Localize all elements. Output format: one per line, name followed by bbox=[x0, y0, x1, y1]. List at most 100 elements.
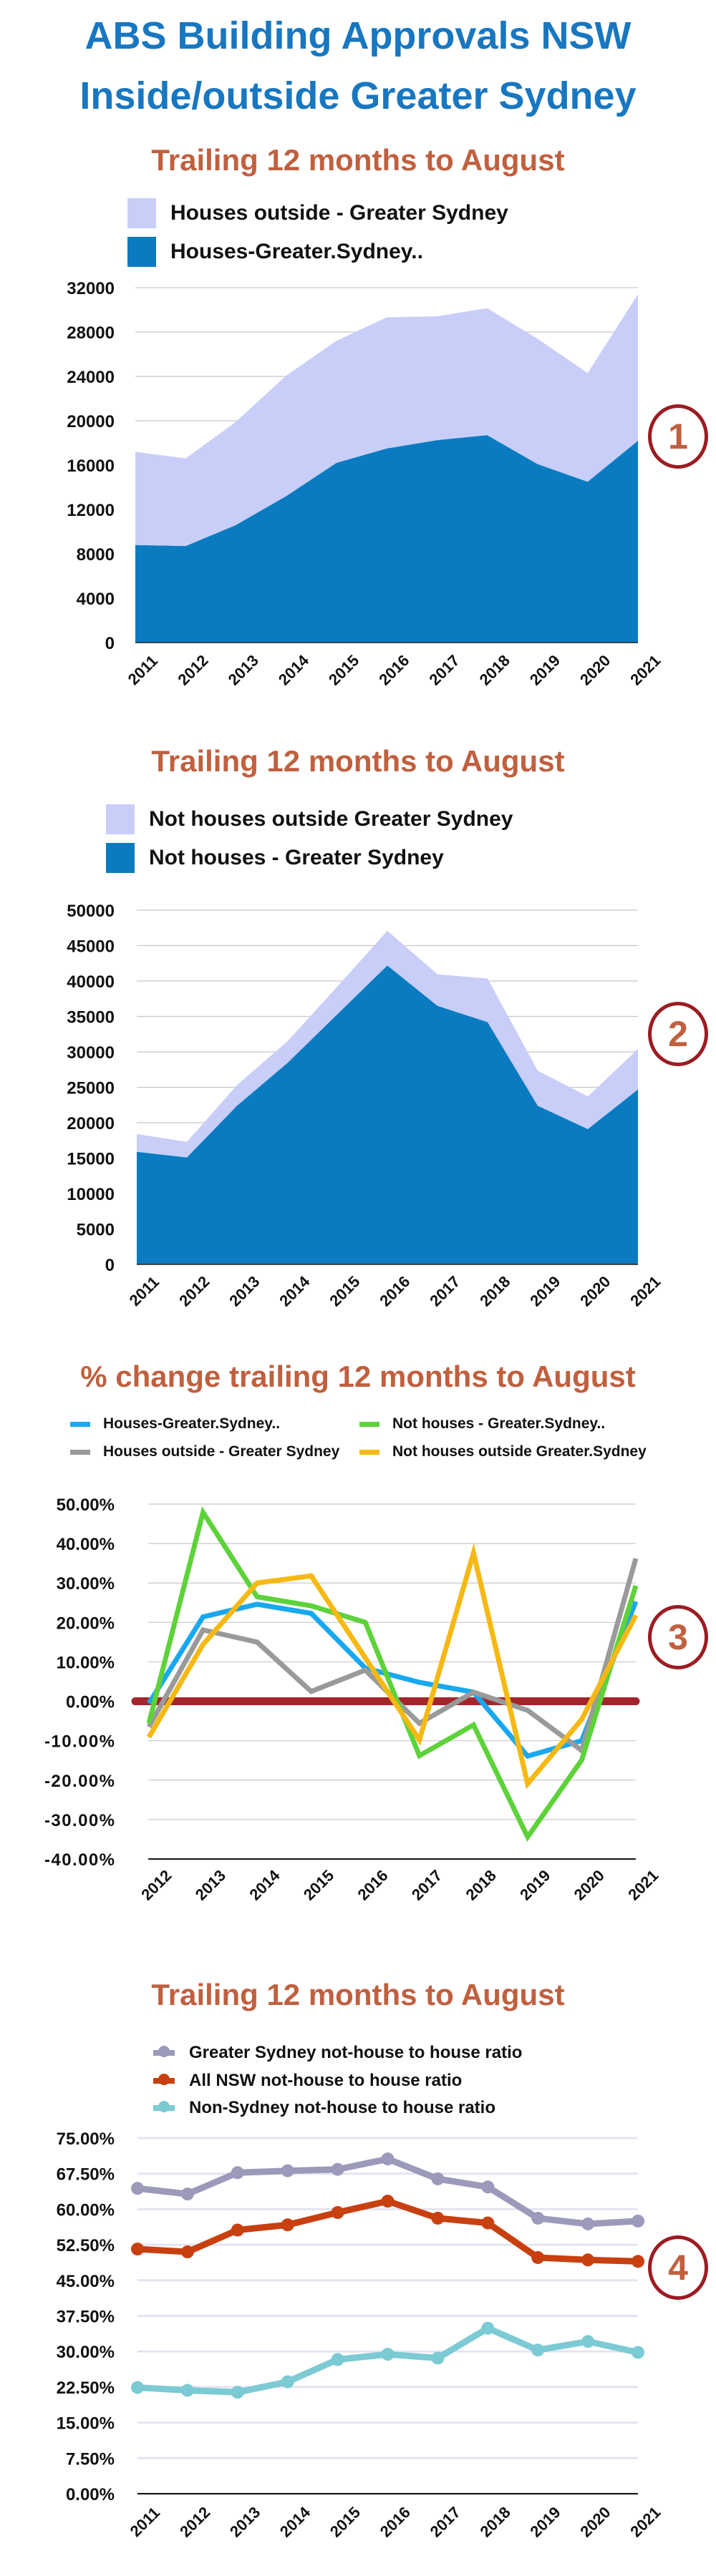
y-tick-label: 16000 bbox=[67, 457, 115, 476]
x-tick-label: 2021 bbox=[624, 1866, 662, 1903]
y-tick-label: 37.50% bbox=[57, 2308, 115, 2327]
series-line-greater-sydney-not-house-to-house-ratio bbox=[137, 2155, 639, 2228]
title-line-2: Inside/outside Greater Sydney bbox=[79, 74, 637, 117]
chart-2: 0 5000 10000 15000 20000 25000 30000 35000 40000… bbox=[67, 902, 664, 1309]
chart-2-title: Trailing 12 months to August bbox=[151, 744, 565, 778]
data-point bbox=[431, 2172, 445, 2185]
x-tick-label: 2020 bbox=[576, 2503, 614, 2540]
data-point bbox=[581, 2253, 595, 2267]
legend-item: Non-Sydney not-house to house ratio bbox=[153, 2098, 495, 2118]
legend-item: Houses outside - Greater Sydney bbox=[70, 1443, 339, 1460]
x-tick-label: 2020 bbox=[576, 1272, 614, 1309]
x-tick-label: 2016 bbox=[377, 2503, 414, 2540]
x-tick-label: 2014 bbox=[275, 651, 313, 689]
y-tick-label: 0 bbox=[105, 1256, 115, 1275]
legend-label: Houses-Greater.Sydney.. bbox=[170, 240, 423, 263]
y-tick-label: 20.00% bbox=[57, 1614, 115, 1633]
data-point bbox=[231, 2166, 244, 2180]
data-point bbox=[381, 2348, 395, 2361]
legend-label: Not houses - Greater.Sydney.. bbox=[392, 1415, 606, 1432]
x-tick-label: 2019 bbox=[526, 651, 563, 688]
x-tick-label: 2016 bbox=[354, 1866, 391, 1903]
y-tick-label: -40.00% bbox=[44, 1850, 115, 1870]
legend-line bbox=[359, 1421, 379, 1427]
data-point bbox=[632, 2255, 644, 2268]
chart-3-badge: 3 bbox=[648, 1605, 708, 1669]
data-point bbox=[481, 2216, 495, 2230]
x-tick-label: 2012 bbox=[176, 2503, 213, 2540]
legend-line bbox=[70, 1421, 90, 1427]
chart-3: -40.00% -30.00% -20.00% -10.00% 0.00% 10.00% 2… bbox=[44, 1496, 662, 1904]
data-point bbox=[281, 2218, 294, 2232]
legend-label: Houses outside - Greater Sydney bbox=[170, 201, 508, 225]
y-tick-label: 20000 bbox=[67, 412, 115, 431]
y-tick-label: 45000 bbox=[67, 937, 115, 957]
legend-swatch bbox=[106, 804, 135, 834]
y-tick-label: 4000 bbox=[77, 590, 115, 609]
legend-label: All NSW not-house to house ratio bbox=[189, 2071, 463, 2090]
legend-label: Not houses outside Greater Sydney bbox=[149, 807, 513, 831]
x-tick-label: 2020 bbox=[571, 1866, 608, 1903]
x-tick-label: 2018 bbox=[476, 1272, 513, 1309]
chart-1: 0 4000 8000 12000 16000 20000 24000 28000 32000 2… bbox=[67, 279, 664, 688]
x-tick-label: 2014 bbox=[276, 1272, 314, 1310]
legend-item: Not houses - Greater Sydney bbox=[106, 843, 444, 873]
data-point bbox=[481, 2321, 495, 2335]
x-tick-label: 2015 bbox=[325, 651, 362, 688]
legend-item: Greater Sydney not-house to house ratio bbox=[153, 2043, 522, 2063]
x-tick-label: 2013 bbox=[226, 1272, 263, 1309]
x-tick-label: 2016 bbox=[375, 651, 412, 688]
y-tick-label: 30.00% bbox=[57, 1574, 115, 1594]
legend-label: Not houses outside Greater.Sydney bbox=[392, 1443, 647, 1460]
y-tick-label: 5000 bbox=[77, 1221, 115, 1240]
y-tick-label: 52.50% bbox=[57, 2236, 115, 2255]
x-tick-label: 2011 bbox=[125, 652, 161, 688]
x-tick-label: 2016 bbox=[376, 1272, 413, 1309]
data-point bbox=[531, 2343, 545, 2357]
x-tick-label: 2021 bbox=[626, 651, 664, 688]
x-tick-label: 2013 bbox=[192, 1866, 229, 1903]
data-point bbox=[331, 2206, 344, 2220]
chart-4-badge: 4 bbox=[648, 2235, 708, 2300]
data-point bbox=[131, 2381, 144, 2394]
x-tick-label: 2017 bbox=[426, 1272, 463, 1309]
data-point bbox=[131, 2182, 144, 2195]
data-point bbox=[381, 2195, 395, 2208]
y-tick-label: 12000 bbox=[67, 501, 115, 520]
data-point bbox=[180, 2245, 194, 2259]
y-tick-label: 50.00% bbox=[57, 1496, 115, 1515]
x-tick-label: 2019 bbox=[516, 1866, 553, 1903]
chart-3-title: % change trailing 12 months to August bbox=[80, 1360, 636, 1393]
y-tick-label: 75.00% bbox=[57, 2129, 115, 2149]
y-tick-label: 28000 bbox=[67, 323, 115, 343]
y-tick-label: 10.00% bbox=[57, 1653, 115, 1672]
y-tick-label: 50000 bbox=[67, 902, 115, 921]
chart-4-title: Trailing 12 months to August bbox=[151, 1978, 565, 2011]
x-tick-label: 2020 bbox=[576, 651, 614, 688]
y-tick-label: 0.00% bbox=[66, 2485, 115, 2504]
area-not-houses-greater-sydney bbox=[137, 965, 638, 1264]
data-point bbox=[381, 2152, 395, 2166]
data-point bbox=[281, 2164, 294, 2177]
data-point bbox=[281, 2375, 294, 2389]
legend-label: Non-Sydney not-house to house ratio bbox=[189, 2098, 496, 2117]
y-tick-label: 0.00% bbox=[66, 1693, 115, 1712]
y-tick-label: -10.00% bbox=[44, 1732, 115, 1752]
y-tick-label: 0 bbox=[105, 634, 115, 653]
x-tick-label: 2021 bbox=[626, 2503, 664, 2540]
series-line-not-houses-outside-greater-sydney bbox=[146, 1543, 639, 1790]
x-tick-label: 2018 bbox=[463, 1866, 500, 1903]
data-point bbox=[331, 2162, 344, 2176]
y-tick-label: 7.50% bbox=[66, 2449, 115, 2469]
data-point bbox=[231, 2223, 244, 2237]
x-tick-label: 2014 bbox=[246, 1866, 284, 1904]
legend-marker bbox=[153, 2074, 175, 2085]
y-tick-label: -20.00% bbox=[44, 1772, 115, 1791]
x-tick-label: 2018 bbox=[476, 651, 513, 688]
chart-2-badge: 2 bbox=[648, 1002, 708, 1066]
legend-item: All NSW not-house to house ratio bbox=[153, 2071, 462, 2091]
legend-swatch bbox=[106, 843, 135, 873]
x-tick-label: 2011 bbox=[126, 1273, 163, 1309]
data-point bbox=[231, 2386, 244, 2399]
